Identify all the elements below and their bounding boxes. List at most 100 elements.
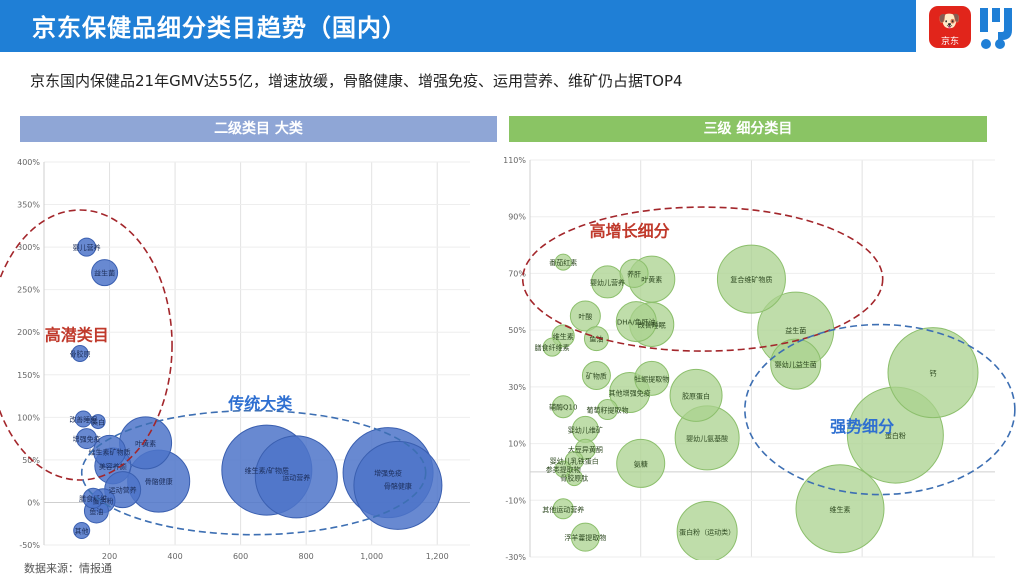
- bubble-mark: [353, 440, 443, 530]
- bubble-mark: [581, 361, 611, 391]
- y-tick-label: 90%: [508, 213, 526, 222]
- bubble-label: 鱼油: [589, 335, 603, 344]
- x-tick-label: 1,000: [360, 552, 383, 560]
- bubble-mark: [634, 360, 670, 396]
- chart-annotation: 传统大类: [227, 394, 293, 413]
- bubble-label: 美容养颜: [99, 462, 127, 471]
- bubble-mark: [73, 522, 91, 540]
- bubble-mark: [554, 253, 572, 271]
- bubble-label: 牡蛎提取物: [634, 374, 669, 383]
- y-tick-label: 200%: [17, 328, 40, 337]
- bubble-label: 其他: [75, 527, 89, 536]
- right-bubble-chart: 50100150200110%90%70%50%30%10%-10%-30%蛋白…: [503, 156, 1016, 560]
- jd-logo: 🐶 京东: [929, 6, 971, 48]
- x-tick-label: 600: [233, 552, 248, 560]
- bubble-mark: [570, 522, 600, 552]
- bubble-label: 改善睡眠: [69, 415, 97, 424]
- x-tick-label: 1,200: [426, 552, 449, 560]
- y-tick-label: 70%: [508, 269, 526, 278]
- bubble-mark: [91, 259, 119, 287]
- bubble-mark: [615, 301, 657, 343]
- bubble-label: 美白: [91, 418, 105, 427]
- bubble-label: 叶黄素: [135, 439, 156, 448]
- y-tick-label: 30%: [508, 383, 526, 392]
- bubble-mark: [795, 464, 885, 554]
- bubble-mark: [887, 327, 979, 419]
- bubble-label: 骨骼健康: [145, 477, 173, 486]
- bubble-mark: [565, 469, 583, 487]
- bubble-label: 益生菌: [785, 326, 806, 335]
- data-source-note: 数据来源：情报通: [24, 562, 112, 575]
- bubble-label: 番茄红素: [549, 258, 577, 267]
- page-subtitle: 京东国内保健品21年GMV达55亿，增速放缓，骨骼健康、增强免疫、运用营养、维矿…: [30, 72, 683, 90]
- bubble-label: 参类提取物: [546, 465, 581, 474]
- bubble-label: 叶酸: [578, 312, 592, 321]
- brand-mark-icon: [980, 8, 1012, 49]
- y-tick-label: 400%: [17, 158, 40, 167]
- bubble-mark: [619, 258, 649, 288]
- bubble-mark: [669, 368, 723, 422]
- bubble-label: 运动营养: [109, 486, 137, 495]
- bubble-label: 葡萄籽提取物: [587, 406, 629, 415]
- y-tick-label: 50%: [508, 326, 526, 335]
- left-bubble-chart: 200 400 600 800 1,000 1,200 400% 350% 300% 250% 20…: [0, 158, 470, 560]
- bubble-label: 维生素/矿物质: [245, 466, 289, 475]
- highlight-ellipse: [521, 206, 884, 352]
- bubble-mark: [254, 435, 338, 519]
- chart-annotation: 高潜类目: [45, 326, 109, 345]
- y-tick-label: 150%: [17, 371, 40, 380]
- right-panel-title: 三级 细分类目: [509, 116, 987, 142]
- bubble-label: 婴儿营养: [73, 243, 101, 252]
- bubble-label: 增强免疫: [73, 435, 101, 444]
- bubble-label: 增强免疫: [374, 469, 402, 478]
- bubble-label: 复合维矿物质: [730, 275, 772, 284]
- y-tick-label: 300%: [17, 243, 40, 252]
- y-tick-label: 110%: [503, 156, 526, 165]
- y-tick-label: 0%: [27, 498, 40, 507]
- bubble-mark: [770, 338, 822, 390]
- bubble-label: 辅酶Q10: [549, 403, 577, 412]
- bubble-label: 鱼油: [89, 507, 103, 516]
- bubble-mark: [552, 498, 574, 520]
- bubble-mark: [82, 487, 104, 509]
- chart-annotation: 强势细分: [830, 417, 894, 436]
- y-tick-label: -10%: [505, 496, 526, 505]
- x-tick-label: 200: [102, 552, 117, 560]
- bubble-label: 大豆异黄酮: [568, 445, 603, 454]
- bubble-label: 蛋白粉（运动类）: [679, 527, 735, 536]
- bubble-mark: [569, 300, 601, 332]
- bubble-label: 养肝: [627, 269, 641, 278]
- bubble-label: 其他运动营养: [542, 505, 584, 514]
- bubble-label: 改善睡眠: [638, 320, 666, 329]
- y-tick-label: 10%: [508, 440, 526, 449]
- bubble-label: 其他增强免疫: [609, 389, 651, 398]
- jd-logo-text: 京东: [940, 37, 959, 47]
- highlight-ellipse: [0, 209, 173, 481]
- bubble-label: 胶原蛋白: [682, 391, 710, 400]
- bubble-label: 婴幼儿乳铁蛋白: [550, 457, 599, 466]
- y-tick-label: 350%: [17, 201, 40, 210]
- bubble-mark: [71, 345, 89, 362]
- bubble-label: 膳食纤维: [79, 494, 107, 503]
- bubble-label: 骨胶原肽: [560, 474, 588, 483]
- bubble-label: 骨骼健康: [384, 481, 412, 490]
- bubble-mark: [583, 326, 609, 352]
- y-tick-label: -50%: [19, 541, 40, 550]
- highlight-ellipse: [80, 409, 427, 536]
- bubble-label: 婴幼儿氨基酸: [686, 434, 728, 443]
- bubble-label: 维生素: [553, 332, 574, 341]
- left-panel-title: 二级类目 大类: [20, 116, 497, 142]
- bubble-label: 运动营养: [282, 473, 310, 482]
- bubble-label: 叶黄素: [641, 275, 662, 284]
- bubble-mark: [597, 399, 618, 421]
- bubble-label: 膳食纤维素: [535, 343, 570, 352]
- jd-dog-icon: 🐶: [938, 11, 961, 32]
- bubble-label: 婴幼儿维矿: [568, 425, 603, 434]
- highlight-ellipse: [744, 323, 1016, 496]
- chart-annotation: 高增长细分: [590, 222, 670, 241]
- bubble-mark: [716, 244, 786, 314]
- bubble-label: 蛋白粉: [885, 431, 906, 440]
- bubble-mark: [542, 337, 562, 357]
- bubble-mark: [76, 428, 98, 450]
- x-tick-label: 800: [299, 552, 314, 560]
